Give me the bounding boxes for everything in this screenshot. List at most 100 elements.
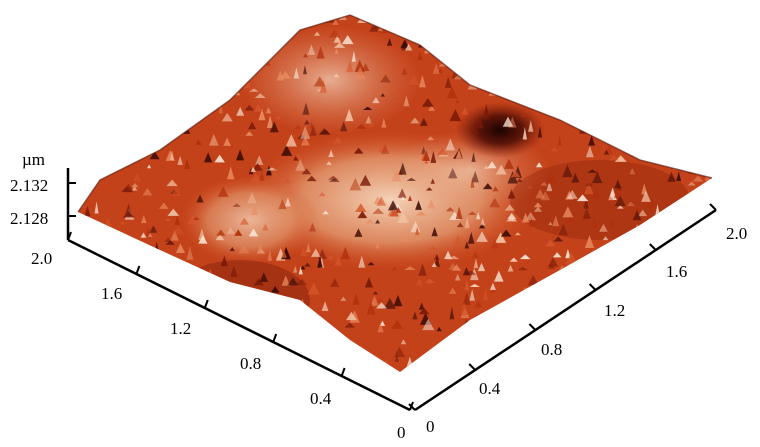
surface-spike [552,289,564,298]
surface-spike [101,336,111,348]
surface-spike [462,29,469,42]
surface-spike [78,84,85,95]
surface-spike [627,341,637,348]
surface-spike [571,172,580,183]
surface-spike [525,211,537,221]
surface-spike [289,322,300,333]
surface-spike [565,36,577,43]
surface-spike [547,30,554,34]
surface-spike [101,231,111,243]
surface-spike [599,223,608,232]
surface-spike [533,75,546,81]
surface-spike [294,125,302,129]
surface-spike [517,34,523,44]
surface-spike [692,175,704,182]
surface-spike [244,104,255,111]
surface-spike [474,116,484,129]
surface-spike [651,362,662,370]
surface-spike [365,115,372,124]
surface-spike [504,204,515,211]
surface-spike [397,188,407,198]
surface-spike [123,236,135,245]
surface-spike [684,337,689,351]
surface-spike [352,292,360,305]
surface-spike [430,15,442,17]
surface-spike [655,39,665,51]
surface-spike [585,40,594,53]
surface-spike [640,361,653,372]
surface-spike [398,162,407,175]
surface-spike [640,274,649,278]
z-axis-unit: µm [22,150,45,169]
surface-spike [483,108,490,120]
surface-spike [99,266,112,280]
surface-spike [588,135,596,146]
surface-spike [527,184,533,189]
surface-spike [618,113,630,125]
surface-spike [533,202,543,208]
surface-spike [170,150,175,161]
surface-spike [616,186,622,191]
surface-spike [421,97,434,107]
surface-spike [635,323,647,336]
surface-spike [199,79,207,83]
surface-spike [265,62,272,66]
surface-spike [318,191,326,197]
surface-spike [464,216,470,229]
surface-spike [433,253,440,260]
surface-spike [393,294,403,307]
surface-spike [653,101,659,115]
surface-spike [548,90,556,104]
right-tick-label: 2.0 [726,224,747,243]
surface-spike [199,43,212,57]
surface-spike [640,244,645,248]
surface-spike [328,149,334,157]
surface-spike [595,54,605,63]
surface-spike [267,306,272,318]
surface-spike [653,28,661,35]
surface-spike [394,93,403,97]
surface-spike [579,257,587,271]
surface-spike [681,139,690,152]
surface-spike [583,196,589,209]
surface-spike [415,211,427,216]
surface-spike [521,212,530,223]
surface-spike [96,112,104,117]
surface-spike [676,171,682,181]
surface-spike [273,24,281,29]
surface-spike [666,245,678,257]
surface-spike [226,166,235,180]
surface-spike [449,32,455,39]
surface-spike [167,208,180,216]
left-axis-line [67,238,411,412]
surface-spike [397,26,403,36]
left-tick [340,367,346,377]
surface-spike [313,31,321,36]
surface-spike [91,160,104,167]
surface-spike [500,229,512,237]
surface-spike [326,353,333,361]
surface-spike [383,298,396,309]
surface-spike [308,332,318,342]
surface-spike [491,327,503,340]
surface-spike [536,315,544,323]
surface-spike [591,107,599,119]
axes [66,168,717,412]
surface-spike [250,204,259,215]
surface-spike [445,207,455,212]
surface-spike [618,57,627,70]
surface-spike [87,172,96,181]
surface-spike [332,19,339,25]
surface-spike [592,68,600,81]
surface-spike [472,251,479,259]
surface-spike [78,304,79,316]
surface-spike [130,27,137,39]
surface-spike [78,20,85,30]
surface-spike [613,333,620,338]
surface-spike [332,136,343,144]
surface-spike [453,235,462,244]
surface-spike [431,226,438,237]
surface-spike [127,87,137,97]
surface-spike [98,161,103,171]
surface-spike [131,186,138,191]
